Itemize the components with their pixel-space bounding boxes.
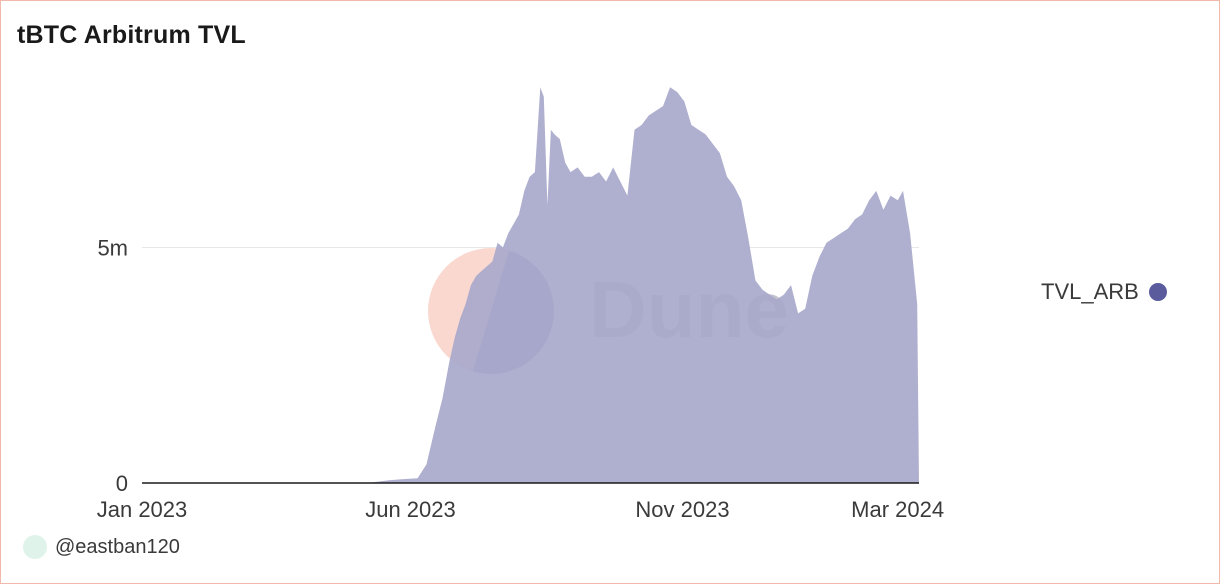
x-tick-label: Mar 2024 — [851, 497, 944, 522]
legend-dot-icon — [1148, 283, 1167, 301]
y-tick-label: 0 — [116, 471, 128, 496]
avatar — [23, 535, 47, 559]
chart-title: tBTC Arbitrum TVL — [17, 21, 246, 49]
legend-label-tvl-arb: TVL_ARB — [1041, 279, 1139, 304]
series-area-tvl-arb — [142, 87, 919, 484]
y-tick-label: 5m — [97, 235, 128, 260]
x-tick-label: Jun 2023 — [365, 497, 456, 522]
author-credit[interactable]: @eastban120 — [23, 535, 180, 559]
legend[interactable]: TVL_ARB — [1041, 279, 1167, 305]
x-tick-label: Jan 2023 — [97, 497, 188, 522]
author-name: @eastban120 — [55, 535, 180, 558]
x-tick-label: Nov 2023 — [635, 497, 729, 522]
